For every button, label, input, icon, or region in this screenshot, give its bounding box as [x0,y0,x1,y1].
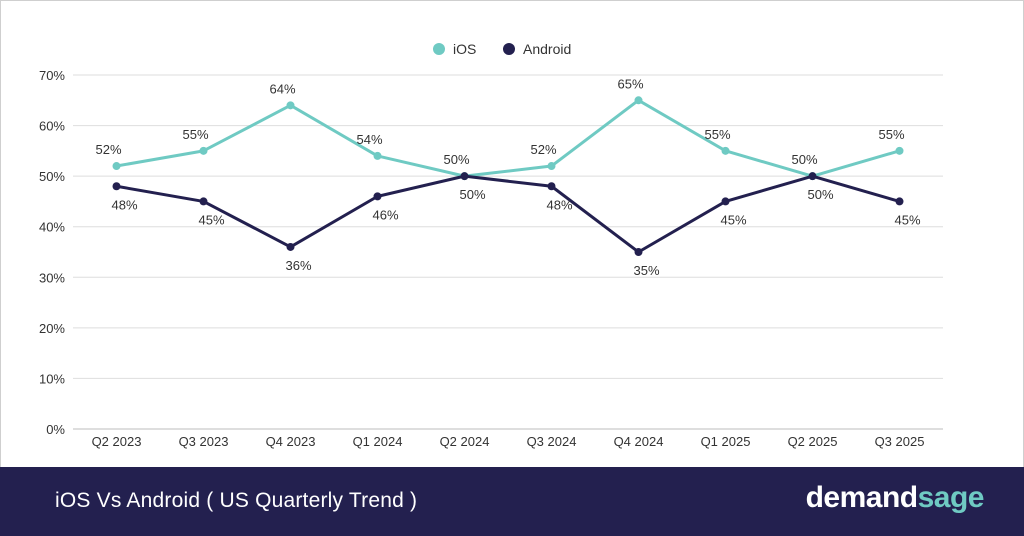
data-point [721,146,730,155]
data-point [199,197,208,206]
x-tick-label: Q2 2024 [440,434,490,449]
data-point [112,182,121,191]
data-label: 45% [198,212,224,227]
data-label: 54% [356,132,382,147]
y-tick-label: 0% [46,422,65,437]
data-point [547,182,556,191]
x-axis: Q2 2023 Q3 2023 Q4 2023 Q1 2024 Q2 2024 Q3 20… [92,434,925,449]
data-labels: 52% 48% 55% 45% 64% 36% 54% 46% 50% 50% 52% 48% 65% 3… [95,76,920,278]
y-tick-label: 30% [39,270,65,285]
y-tick-label: 60% [39,119,65,134]
data-point [286,242,295,251]
data-point [112,162,121,171]
chart-title: iOS Vs Android ( US Quarterly Trend ) [55,489,418,512]
data-point [721,197,730,206]
x-tick-label: Q3 2023 [179,434,229,449]
series-line-ios [116,98,900,178]
data-label: 64% [269,81,295,96]
y-tick-label: 70% [39,68,65,83]
x-tick-label: Q4 2023 [266,434,316,449]
data-label: 35% [633,263,659,278]
data-label: 55% [878,127,904,142]
data-point [808,172,817,181]
data-label: 45% [720,212,746,227]
legend: iOS Android [433,41,571,57]
data-label: 50% [443,152,469,167]
series-line-android [116,174,900,254]
y-tick-label: 50% [39,169,65,184]
data-point [895,146,904,155]
data-label: 55% [182,127,208,142]
y-tick-label: 20% [39,321,65,336]
data-label: 50% [791,152,817,167]
x-tick-label: Q1 2025 [701,434,751,449]
x-tick-label: Q2 2023 [92,434,142,449]
data-label: 52% [530,142,556,157]
data-point [634,96,643,105]
brand-logo-part-2: sage [917,481,985,514]
data-label: 50% [459,187,485,202]
data-point [373,151,382,160]
data-point [460,172,469,181]
x-tick-label: Q3 2024 [527,434,577,449]
data-label: 65% [617,76,643,91]
x-tick-label: Q1 2024 [353,434,403,449]
legend-label-android: Android [523,41,571,57]
data-label: 45% [894,212,920,227]
data-point [199,146,208,155]
data-label: 48% [546,197,572,212]
data-label: 46% [372,207,398,222]
footer-banner: iOS Vs Android ( US Quarterly Trend ) de… [0,467,1024,536]
data-label: 48% [111,197,137,212]
data-label: 50% [807,187,833,202]
brand-logo-part-1: demand [805,481,919,514]
gridlines [73,74,943,430]
data-label: 55% [704,127,730,142]
legend-marker-android [503,43,515,55]
brand-logo: demandsage [805,481,985,515]
data-label: 52% [95,142,121,157]
legend-marker-ios [433,43,445,55]
data-label: 36% [285,258,311,273]
x-tick-label: Q3 2025 [875,434,925,449]
data-point [286,101,295,110]
legend-label-ios: iOS [453,41,476,57]
series-layer [112,96,904,256]
line-chart: 0% 10% 20% 30% 40% 50% 60% 70% Q2 2023 Q3 2023 Q4… [39,41,943,449]
data-point [373,192,382,201]
y-axis: 0% 10% 20% 30% 40% 50% 60% 70% [39,68,65,437]
x-tick-label: Q2 2025 [788,434,838,449]
data-point [634,248,643,256]
y-tick-label: 10% [39,371,65,386]
data-point [895,197,904,206]
data-point [547,162,556,171]
y-tick-label: 40% [39,220,65,235]
x-tick-label: Q4 2024 [614,434,664,449]
